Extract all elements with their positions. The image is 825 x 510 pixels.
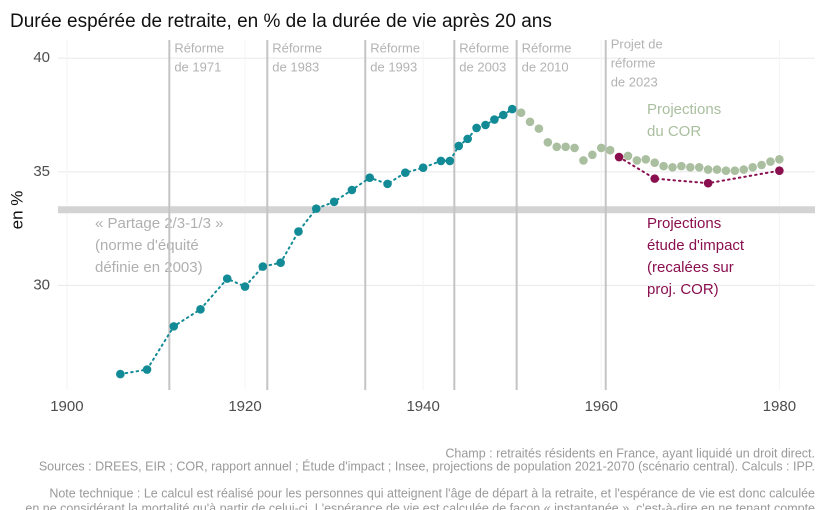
reference-label: (norme d'équité [95,237,199,254]
data-point [650,158,659,168]
data-point [498,110,508,120]
data-point [258,262,268,271]
data-point [294,227,303,236]
data-point [454,141,464,151]
data-point [748,162,757,172]
footnote: Note technique : Le calcul est réalisé p… [49,486,815,500]
data-point [436,156,446,166]
reform-label: de 2010 [522,59,569,74]
annotation: étude d'impact [647,237,745,254]
data-point [703,165,713,174]
reform-label: de 2003 [459,59,506,74]
data-point [222,274,232,283]
reform-label: Réforme [174,40,224,55]
reform-label: de 1993 [370,59,417,74]
data-point [650,174,659,183]
data-point [677,161,686,171]
annotation: (recalées sur [647,259,734,276]
data-point [329,197,339,207]
data-point [169,322,179,331]
x-tick-label: 1940 [406,398,439,415]
x-tick-label: 1960 [585,398,618,415]
y-tick-label: 40 [33,49,50,66]
annotation: Projections [647,101,721,118]
data-point [240,282,250,291]
reform-label: Réforme [370,40,420,55]
data-point [623,151,633,161]
reform-label: Réforme [272,40,322,55]
data-point [552,142,562,152]
data-point [481,120,490,130]
series-line [618,156,781,185]
data-point [383,179,392,189]
data-point [196,305,205,314]
reform-label: de 2023 [611,74,658,89]
data-point [116,369,125,379]
data-point [686,162,695,172]
data-point [472,123,481,133]
data-point [775,155,784,164]
y-tick-label: 35 [33,163,50,180]
data-point [775,166,784,175]
data-point [579,156,588,165]
data-point [703,178,713,188]
data-point [668,162,677,172]
data-point [632,156,642,165]
data-point [490,115,499,124]
data-point [730,166,740,175]
reference-label: « Partage 2/3-1/3 » [95,215,223,232]
data-point [365,173,375,183]
data-point [418,163,428,173]
data-point [534,124,544,133]
reform-label: Projet de [611,36,663,51]
data-point [721,166,731,175]
footnote: Champ : retraités résidents en France, a… [445,446,815,460]
annotation: proj. COR) [647,281,719,298]
data-point [347,185,357,195]
footnote: Sources : DREES, EIR ; COR, rapport annu… [39,458,815,473]
data-point [525,117,535,127]
data-point [712,165,722,174]
data-point [614,152,624,162]
y-axis-label: en % [7,191,26,230]
x-tick-label: 1980 [763,398,796,415]
annotation: du COR [647,123,701,140]
data-point [588,150,597,160]
data-point [570,143,579,153]
data-point [739,165,749,174]
data-point [463,134,472,144]
data-point [516,108,526,118]
data-point [445,156,455,166]
x-tick-label: 1900 [50,398,83,415]
data-point [311,204,321,213]
y-tick-label: 30 [33,276,50,293]
data-point [766,157,775,166]
reform-label: de 1971 [174,59,221,74]
data-point [641,155,651,164]
data-point [605,145,615,155]
data-point [596,143,606,153]
data-point [659,161,668,171]
data-point [142,365,152,374]
data-point [561,142,570,152]
data-point [543,137,553,147]
data-point [401,168,410,178]
data-point [507,104,517,114]
reform-label: Réforme [522,40,572,55]
data-point [694,162,704,172]
reform-label: réforme [611,55,656,70]
data-point [276,258,285,268]
reform-label: Réforme [459,40,509,55]
annotation: Projections [647,215,721,232]
reference-label: définie en 2003) [95,259,203,276]
chart-title: Durée espérée de retraite, en % de la du… [10,11,552,32]
footnote: en ne considérant la mortalité qu'à part… [25,501,815,510]
reform-label: de 1983 [272,59,319,74]
data-point [757,160,766,170]
x-tick-label: 1920 [228,398,261,415]
